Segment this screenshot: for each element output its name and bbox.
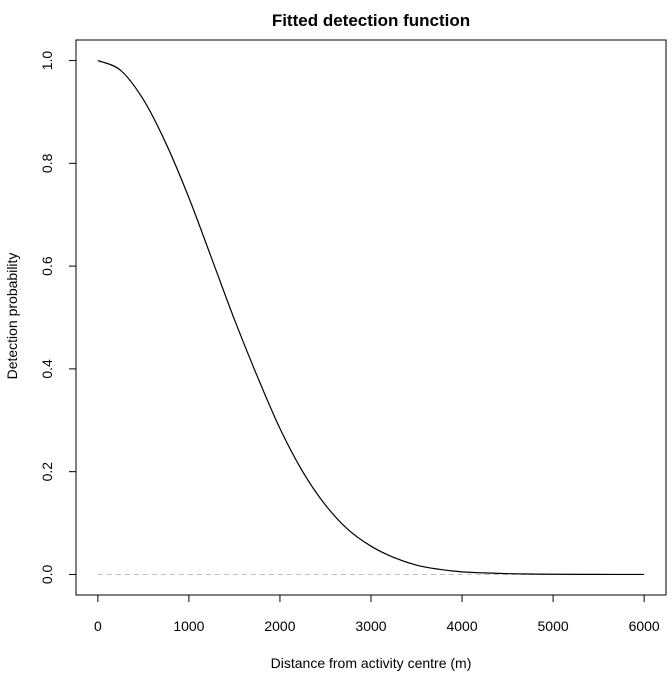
- x-tick-label: 4000: [446, 618, 477, 634]
- y-tick-label: 0.8: [39, 153, 55, 173]
- y-axis-label: Detection probability: [4, 253, 20, 380]
- axes-layer: 0 1000 2000 3000 4000 5000 6000 0.0 0.2 0.4 0.6 0.8…: [39, 51, 660, 634]
- plot-frame: [75, 39, 667, 596]
- data-layer: [97, 59, 645, 576]
- x-tick-label: 0: [94, 618, 102, 634]
- x-tick-label: 2000: [264, 618, 295, 634]
- y-tick-label: 0.6: [39, 256, 55, 276]
- y-tick-label: 0.0: [39, 565, 55, 585]
- x-tick-label: 6000: [629, 618, 660, 634]
- x-axis-label: Distance from activity centre (m): [271, 655, 472, 671]
- y-tick-label: 1.0: [39, 51, 55, 71]
- y-tick-label: 0.4: [39, 359, 55, 379]
- chart-title: Fitted detection function: [272, 11, 470, 30]
- x-tick-label: 1000: [173, 618, 204, 634]
- y-tick-label: 0.2: [39, 462, 55, 482]
- x-tick-label: 5000: [538, 618, 569, 634]
- x-tick-label: 3000: [355, 618, 386, 634]
- detection-curve: [97, 59, 645, 576]
